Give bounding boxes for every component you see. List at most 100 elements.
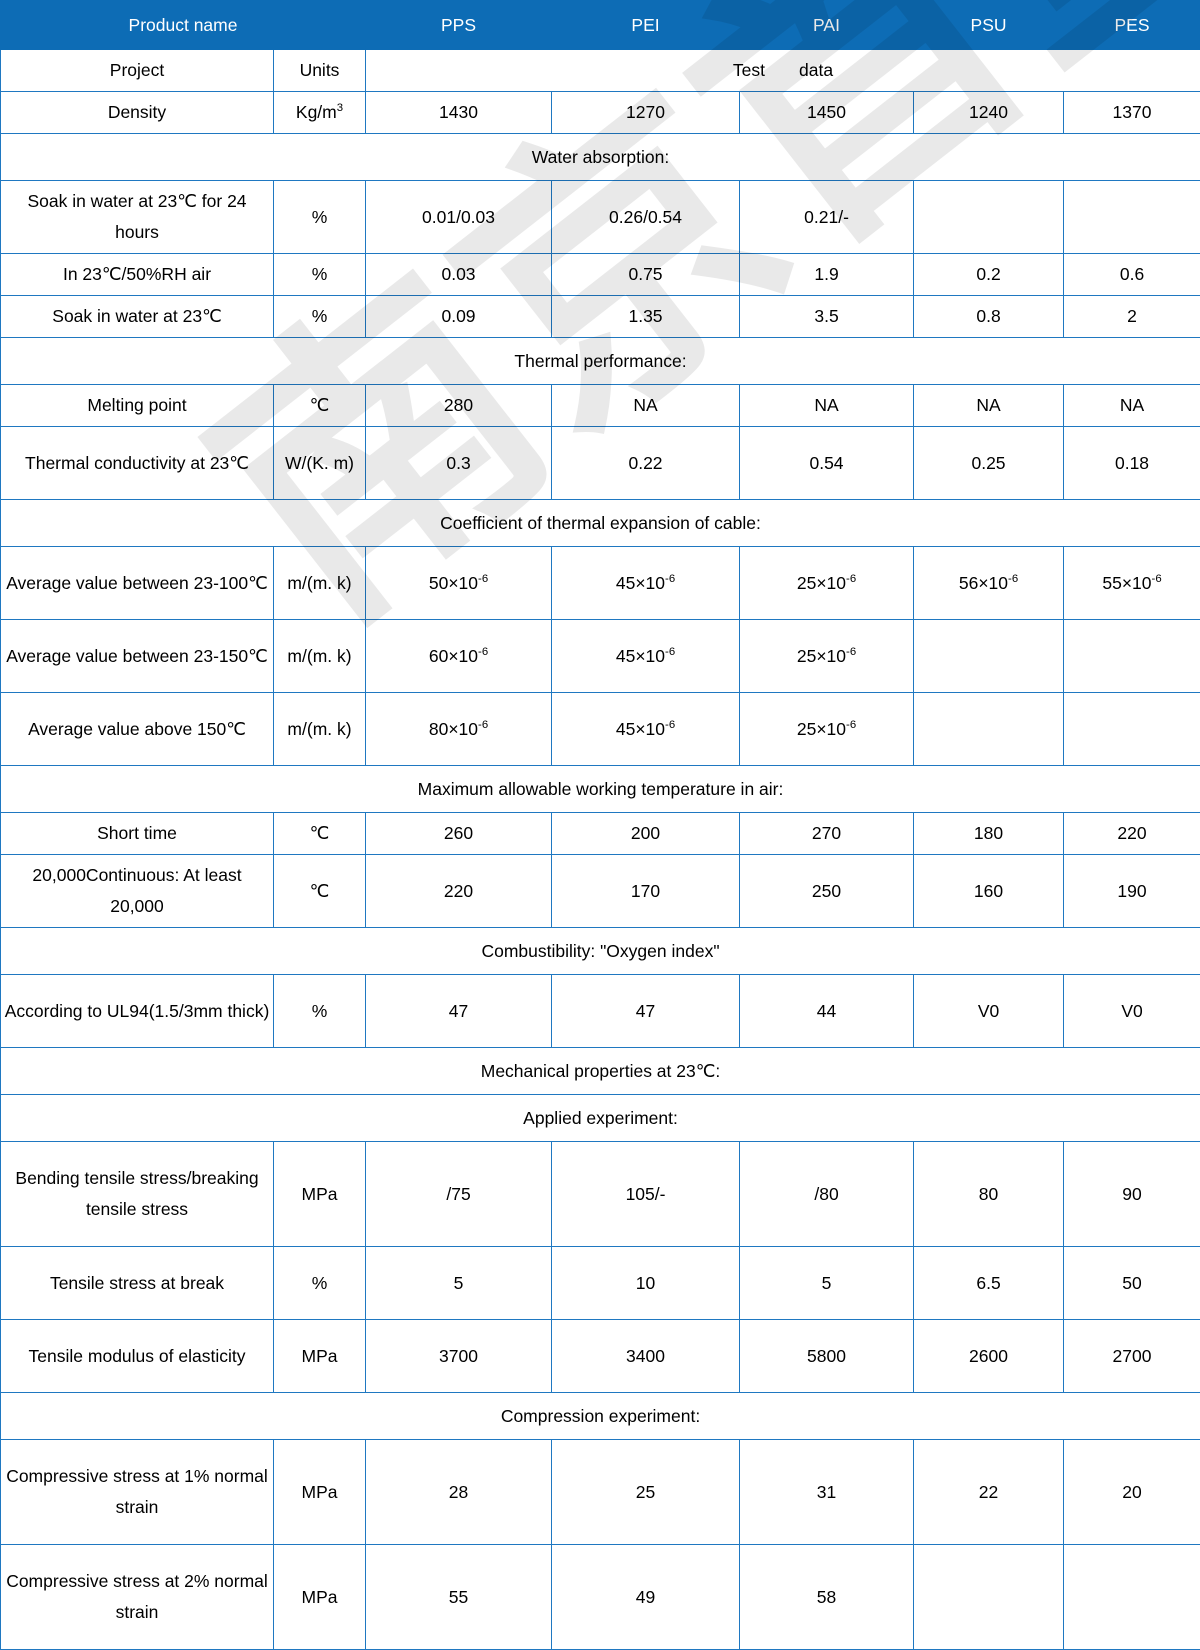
header-column-pps: PPS [366, 1, 552, 50]
row-value: 0.18 [1064, 427, 1200, 500]
row-units: m/(m. k) [274, 547, 366, 620]
row-value: 25×10-6 [740, 547, 914, 620]
row-value: 25 [552, 1440, 740, 1545]
row-value: 22 [914, 1440, 1064, 1545]
row-units: Kg/m3 [274, 92, 366, 134]
row-label: Soak in water at 23℃ for 24 hours [1, 181, 274, 254]
row-value: NA [740, 385, 914, 427]
section-label: Coefficient of thermal expansion of cabl… [1, 500, 1200, 547]
row-value: 0.75 [552, 254, 740, 296]
row-value: 1.9 [740, 254, 914, 296]
row-value: 190 [1064, 855, 1200, 928]
section-label: Water absorption: [1, 134, 1200, 181]
row-units: MPa [274, 1142, 366, 1247]
row-label: Tensile stress at break [1, 1247, 274, 1320]
row-units: % [274, 975, 366, 1048]
table-section-row: Mechanical properties at 23℃: [1, 1048, 1200, 1095]
row-value: 1.35 [552, 296, 740, 338]
test-word: Test [733, 60, 765, 80]
row-value: 3.5 [740, 296, 914, 338]
row-value: 0.6 [1064, 254, 1200, 296]
row-value: 49 [552, 1545, 740, 1650]
row-value: 80 [914, 1142, 1064, 1247]
row-value: 50 [1064, 1247, 1200, 1320]
row-value: NA [914, 385, 1064, 427]
row-label: Tensile modulus of elasticity [1, 1320, 274, 1393]
row-value: 5800 [740, 1320, 914, 1393]
row-value: 0.2 [914, 254, 1064, 296]
row-label: Thermal conductivity at 23℃ [1, 427, 274, 500]
row-value [1064, 693, 1200, 766]
row-value [914, 1545, 1064, 1650]
row-label: Average value between 23-150℃ [1, 620, 274, 693]
row-value: 250 [740, 855, 914, 928]
section-label: Mechanical properties at 23℃: [1, 1048, 1200, 1095]
table-section-row: Maximum allowable working temperature in… [1, 766, 1200, 813]
row-value: 220 [1064, 813, 1200, 855]
section-label: Combustibility: "Oxygen index" [1, 928, 1200, 975]
section-label: Maximum allowable working temperature in… [1, 766, 1200, 813]
row-value: NA [552, 385, 740, 427]
row-value: 47 [366, 975, 552, 1048]
row-label: Soak in water at 23℃ [1, 296, 274, 338]
row-units: MPa [274, 1440, 366, 1545]
table-section-row: Compression experiment: [1, 1393, 1200, 1440]
row-label: Average value above 150℃ [1, 693, 274, 766]
table-section-row: Combustibility: "Oxygen index" [1, 928, 1200, 975]
row-value: 0.09 [366, 296, 552, 338]
row-value: 20 [1064, 1440, 1200, 1545]
row-value: 0.21/- [740, 181, 914, 254]
header-column-pei: PEI [552, 1, 740, 50]
row-value: 0.54 [740, 427, 914, 500]
row-value: 25×10-6 [740, 693, 914, 766]
row-units: % [274, 296, 366, 338]
row-value: NA [1064, 385, 1200, 427]
row-value: 1370 [1064, 92, 1200, 134]
row-value: 280 [366, 385, 552, 427]
row-value [914, 693, 1064, 766]
row-units: m/(m. k) [274, 620, 366, 693]
row-value: 45×10-6 [552, 620, 740, 693]
row-units: ℃ [274, 813, 366, 855]
row-value: V0 [1064, 975, 1200, 1048]
table-row: Soak in water at 23℃ for 24 hours%0.01/0… [1, 181, 1200, 254]
project-label: Project [1, 50, 274, 92]
row-value: 3400 [552, 1320, 740, 1393]
row-value: 47 [552, 975, 740, 1048]
table-section-row: Thermal performance: [1, 338, 1200, 385]
header-column-pes: PES [1064, 1, 1200, 50]
row-value: 2 [1064, 296, 1200, 338]
header-product-name: Product name [1, 1, 366, 50]
row-units: m/(m. k) [274, 693, 366, 766]
row-units: % [274, 254, 366, 296]
units-label: Units [274, 50, 366, 92]
row-value: 3700 [366, 1320, 552, 1393]
row-value: /80 [740, 1142, 914, 1247]
row-value: /75 [366, 1142, 552, 1247]
row-value [1064, 620, 1200, 693]
row-label: According to UL94(1.5/3mm thick) [1, 975, 274, 1048]
row-value: 5 [366, 1247, 552, 1320]
row-units: W/(K. m) [274, 427, 366, 500]
row-value: 56×10-6 [914, 547, 1064, 620]
row-value: 45×10-6 [552, 547, 740, 620]
row-label: Compressive stress at 2% normal strain [1, 1545, 274, 1650]
row-label: Compressive stress at 1% normal strain [1, 1440, 274, 1545]
row-value: 0.25 [914, 427, 1064, 500]
table-section-row: Applied experiment: [1, 1095, 1200, 1142]
row-units: ℃ [274, 385, 366, 427]
row-value: 28 [366, 1440, 552, 1545]
row-value: 44 [740, 975, 914, 1048]
row-value: 1270 [552, 92, 740, 134]
row-value: 2600 [914, 1320, 1064, 1393]
